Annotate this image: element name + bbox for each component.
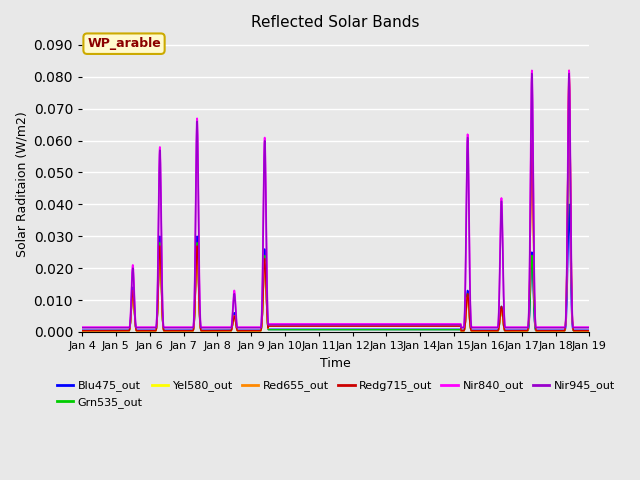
Yel580_out bbox=[576, 328, 584, 334]
Redg715_out bbox=[295, 324, 303, 329]
Yel580_out bbox=[166, 328, 174, 334]
Nir945_out bbox=[586, 325, 593, 331]
Nir945_out bbox=[521, 325, 529, 331]
Grn535_out bbox=[521, 328, 529, 334]
Blu475_out bbox=[295, 326, 303, 332]
Redg715_out bbox=[565, 71, 573, 76]
Nir840_out bbox=[273, 321, 280, 327]
Line: Redg715_out: Redg715_out bbox=[82, 73, 589, 331]
Red655_out bbox=[166, 328, 174, 334]
Grn535_out bbox=[273, 327, 280, 333]
Red655_out bbox=[295, 322, 303, 328]
Nir840_out bbox=[565, 68, 573, 73]
Redg715_out bbox=[586, 328, 593, 334]
Nir945_out bbox=[166, 325, 174, 331]
Y-axis label: Solar Raditaion (W/m2): Solar Raditaion (W/m2) bbox=[15, 111, 28, 256]
Blu475_out bbox=[166, 327, 174, 333]
Yel580_out bbox=[273, 323, 280, 328]
Nir840_out bbox=[586, 324, 593, 330]
Nir945_out bbox=[136, 325, 144, 331]
Grn535_out bbox=[565, 132, 573, 137]
Blu475_out bbox=[78, 327, 86, 333]
Blu475_out bbox=[273, 326, 280, 332]
Nir840_out bbox=[136, 324, 144, 330]
Line: Nir840_out: Nir840_out bbox=[82, 71, 589, 327]
Redg715_out bbox=[273, 324, 280, 329]
Blu475_out bbox=[521, 327, 529, 333]
X-axis label: Time: Time bbox=[321, 357, 351, 370]
Title: Reflected Solar Bands: Reflected Solar Bands bbox=[252, 15, 420, 30]
Redg715_out bbox=[521, 328, 529, 334]
Yel580_out bbox=[295, 323, 303, 328]
Line: Blu475_out: Blu475_out bbox=[82, 204, 589, 330]
Blu475_out bbox=[576, 327, 584, 333]
Redg715_out bbox=[576, 328, 584, 334]
Blu475_out bbox=[586, 327, 593, 333]
Nir945_out bbox=[78, 325, 86, 331]
Nir945_out bbox=[295, 322, 303, 328]
Line: Grn535_out: Grn535_out bbox=[82, 134, 589, 331]
Nir945_out bbox=[273, 322, 280, 328]
Redg715_out bbox=[78, 328, 86, 334]
Blu475_out bbox=[565, 202, 573, 207]
Line: Red655_out: Red655_out bbox=[82, 71, 589, 331]
Grn535_out bbox=[136, 328, 144, 334]
Yel580_out bbox=[136, 328, 144, 334]
Grn535_out bbox=[586, 328, 593, 334]
Grn535_out bbox=[166, 328, 174, 334]
Red655_out bbox=[576, 328, 584, 334]
Red655_out bbox=[565, 68, 573, 73]
Grn535_out bbox=[576, 328, 584, 334]
Yel580_out bbox=[521, 328, 529, 334]
Text: WP_arable: WP_arable bbox=[87, 37, 161, 50]
Yel580_out bbox=[586, 328, 593, 334]
Nir840_out bbox=[521, 324, 529, 330]
Yel580_out bbox=[78, 328, 86, 334]
Red655_out bbox=[78, 328, 86, 334]
Nir945_out bbox=[565, 71, 573, 76]
Red655_out bbox=[586, 328, 593, 334]
Red655_out bbox=[521, 328, 529, 334]
Blu475_out bbox=[136, 327, 144, 333]
Red655_out bbox=[136, 328, 144, 334]
Line: Nir945_out: Nir945_out bbox=[82, 73, 589, 328]
Nir840_out bbox=[295, 321, 303, 327]
Grn535_out bbox=[78, 328, 86, 334]
Grn535_out bbox=[295, 327, 303, 333]
Legend: Blu475_out, Grn535_out, Yel580_out, Red655_out, Redg715_out, Nir840_out, Nir945_: Blu475_out, Grn535_out, Yel580_out, Red6… bbox=[52, 376, 620, 412]
Red655_out bbox=[273, 322, 280, 328]
Nir945_out bbox=[576, 325, 584, 331]
Nir840_out bbox=[576, 324, 584, 330]
Line: Yel580_out: Yel580_out bbox=[82, 71, 589, 331]
Redg715_out bbox=[166, 328, 174, 334]
Yel580_out bbox=[565, 68, 573, 73]
Redg715_out bbox=[136, 328, 144, 334]
Nir840_out bbox=[78, 324, 86, 330]
Nir840_out bbox=[166, 324, 174, 330]
